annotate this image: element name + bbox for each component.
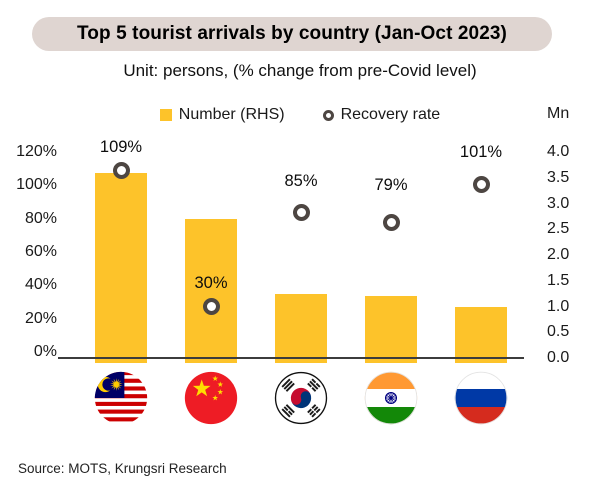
left-axis-tick: 80%	[24, 210, 57, 227]
bar-china	[185, 218, 237, 363]
legend-item-recovery: Recovery rate	[322, 106, 441, 124]
right-axis-tick: 2.0	[547, 246, 570, 263]
ring-swatch-icon	[322, 109, 334, 121]
right-axis-tick: 3.5	[547, 169, 570, 186]
recovery-label-south-korea: 85%	[284, 172, 318, 191]
legend-label-number: Number (RHS)	[178, 106, 285, 123]
right-axis-tick: 1.0	[547, 298, 570, 315]
bar-india	[365, 296, 417, 363]
recovery-marker-china	[202, 298, 220, 315]
right-axis-unit: Mn	[547, 105, 570, 122]
recovery-marker-malaysia	[112, 162, 130, 180]
source-note: Source: MOTS, Krungsri Research	[18, 461, 227, 476]
left-axis-tick: 20%	[24, 310, 57, 327]
recovery-marker-india	[382, 213, 400, 231]
bar-russia	[455, 306, 507, 363]
bar-malaysia	[95, 172, 147, 363]
recovery-label-china: 30%	[194, 273, 228, 292]
x-axis-line	[58, 357, 524, 359]
right-axis-tick: 1.5	[547, 272, 570, 289]
chart-subtitle: Unit: persons, (% change from pre-Covid …	[123, 61, 477, 80]
left-axis-tick: 120%	[16, 143, 57, 160]
right-axis-tick: 0.5	[547, 323, 570, 340]
legend-label-recovery: Recovery rate	[340, 106, 441, 123]
flag-malaysia	[94, 371, 148, 425]
right-axis-tick: 2.5	[547, 220, 570, 237]
flag-russia	[454, 371, 508, 425]
recovery-label-russia: 101%	[459, 142, 503, 161]
recovery-marker-russia	[472, 176, 490, 194]
bar-swatch-icon	[159, 109, 172, 121]
flag-india	[364, 371, 418, 425]
right-axis-tick: 3.0	[547, 195, 570, 212]
chart-title: Top 5 tourist arrivals by country (Jan-O…	[32, 17, 552, 51]
chart-legend: Number (RHS) Recovery rate	[0, 106, 600, 124]
bar-south-korea	[275, 293, 327, 363]
left-axis-tick: 40%	[24, 276, 57, 293]
left-axis-tick: 60%	[24, 243, 57, 260]
left-axis-tick: 100%	[16, 176, 57, 193]
legend-item-number: Number (RHS)	[159, 106, 285, 124]
right-axis-tick: 4.0	[547, 143, 570, 160]
recovery-marker-south-korea	[292, 203, 310, 221]
recovery-label-malaysia: 109%	[99, 137, 143, 156]
recovery-label-india: 79%	[374, 176, 408, 195]
right-axis-tick: 0.0	[547, 349, 570, 366]
flag-china	[184, 371, 238, 425]
left-axis-tick: 0%	[33, 343, 57, 360]
flag-south-korea	[274, 371, 328, 425]
